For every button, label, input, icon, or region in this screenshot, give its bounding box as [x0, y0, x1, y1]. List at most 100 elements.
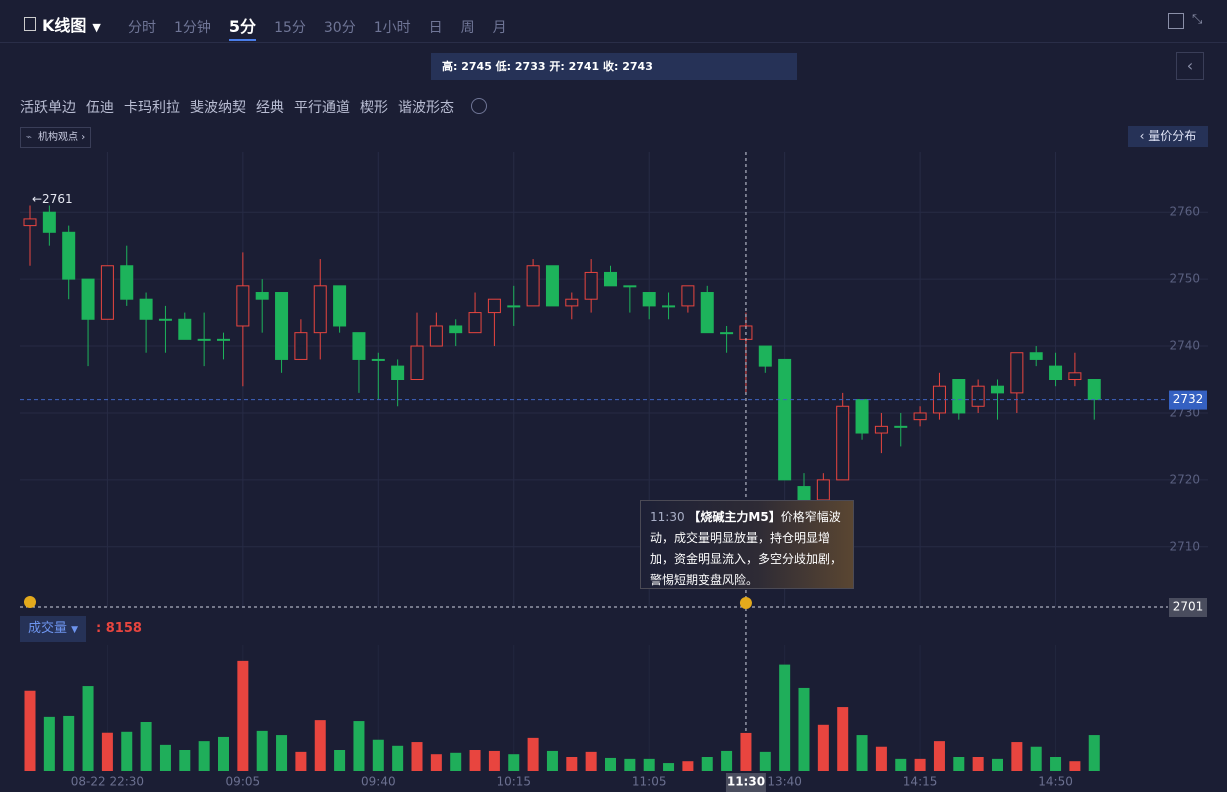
candle-body	[758, 345, 772, 367]
candle-body	[1087, 379, 1101, 401]
views-button[interactable]: ⌁ 机构观点 ›	[20, 127, 92, 148]
tab[interactable]: 5分	[228, 17, 257, 41]
volume-bar	[992, 758, 1003, 771]
tool[interactable]: 楔形	[360, 100, 388, 116]
volume-bar	[121, 731, 133, 771]
candle-body	[178, 318, 192, 340]
tool[interactable]: 斐波纳契	[190, 100, 246, 116]
volume-bar	[430, 754, 442, 771]
candle-body	[952, 379, 966, 414]
candle-body	[371, 358, 385, 361]
tool[interactable]: 卡玛利拉	[124, 100, 180, 116]
tab[interactable]: 日	[428, 20, 443, 36]
tool[interactable]: 伍迪	[86, 100, 114, 116]
layout-icon[interactable]	[1168, 13, 1184, 29]
volume-bar	[353, 721, 365, 771]
volume-bar	[372, 739, 384, 771]
volume-bar	[276, 735, 288, 771]
candle-body	[991, 385, 1004, 394]
tab[interactable]: 15分	[274, 20, 306, 36]
volume-bar	[624, 758, 636, 771]
volume-bar	[1069, 761, 1081, 771]
volume-bar	[256, 730, 268, 771]
last-price-box	[1169, 390, 1207, 410]
tool[interactable]: 活跃单边	[20, 100, 76, 116]
extreme-label: ←2761	[32, 192, 73, 206]
candle-body	[158, 318, 172, 321]
y-tick-label: 2710	[1169, 539, 1200, 553]
volume-bar	[895, 758, 907, 771]
candle-body	[275, 292, 289, 360]
volume-bar	[314, 720, 326, 771]
volume-bar	[198, 741, 210, 771]
candle-body	[778, 358, 792, 481]
volume-bar	[469, 750, 481, 771]
candle-body	[545, 265, 559, 307]
volume-bar	[953, 757, 965, 771]
tab[interactable]: 1分钟	[174, 20, 211, 36]
candle-body	[797, 486, 811, 501]
tab[interactable]: 1小时	[373, 20, 411, 36]
event-icon	[24, 596, 36, 608]
help-icon[interactable]	[471, 98, 487, 114]
last-price-label: 2732	[1173, 392, 1204, 406]
volume-bar	[159, 744, 171, 771]
tool[interactable]: 谐波形态	[398, 100, 454, 116]
candle-body	[217, 338, 230, 341]
x-crosshair-box	[725, 773, 766, 792]
tooltip-tag: 【烧碱主力M5】	[688, 510, 781, 524]
chart-type[interactable]: K线图 ▼	[24, 12, 101, 36]
candle-body	[42, 211, 56, 233]
x-crosshair-label: 11:30	[727, 775, 765, 789]
volume-selector[interactable]: 成交量 ▼	[20, 616, 86, 642]
volume-bar	[682, 761, 694, 771]
volume-bar	[295, 751, 307, 771]
volume-bar	[488, 750, 500, 771]
volume-bar	[933, 741, 945, 771]
candle-body	[913, 412, 927, 421]
volume-bar	[643, 758, 655, 771]
tab[interactable]: 30分	[323, 20, 356, 36]
volume-bar	[101, 732, 113, 771]
volume-bar	[798, 687, 810, 771]
volume-bar	[605, 757, 616, 771]
candle-body	[449, 325, 463, 334]
volume-bar	[411, 742, 423, 771]
tab[interactable]: 周	[460, 20, 475, 36]
tab[interactable]: 分时	[128, 20, 156, 36]
tool[interactable]: 经典	[256, 100, 284, 116]
volume-bar	[740, 732, 752, 771]
volume-bar	[508, 754, 520, 771]
title: K线图	[42, 16, 87, 35]
volume-bar	[1050, 757, 1062, 771]
info-text: 高: 2745 低: 2733 开: 2741 收: 2743	[442, 60, 653, 73]
tool[interactable]: 平行通道	[294, 100, 350, 116]
info-bar: 高: 2745 低: 2733 开: 2741 收: 2743	[431, 53, 797, 80]
candle-body	[352, 332, 366, 360]
x-tick-label: 09:05	[226, 775, 261, 789]
y-tick-label: 2750	[1169, 272, 1200, 286]
volume-bar	[63, 715, 75, 771]
distribution-button[interactable]: ‹ 量价分布	[1128, 126, 1208, 147]
volume-bar	[334, 750, 346, 771]
x-tick-label: 10:15	[496, 775, 531, 789]
tabs: 分时 1分钟 5分 15分 30分 1小时 日 周 月	[128, 13, 525, 41]
tab[interactable]: 月	[492, 20, 507, 36]
back-button[interactable]: ‹	[1176, 52, 1204, 80]
candle-body	[62, 231, 76, 280]
candle-body	[700, 292, 714, 334]
x-tick-label: 13:40	[767, 775, 802, 789]
candle-body	[23, 218, 37, 227]
candle-body	[120, 265, 134, 300]
collapse-icon[interactable]: ⤡	[1192, 12, 1203, 27]
crosshair-y-label: 2701	[1173, 600, 1204, 614]
x-tick-label: 14:15	[903, 775, 938, 789]
candle-body	[313, 285, 327, 334]
volume-bar	[585, 751, 597, 771]
x-tick-label: 14:50	[1038, 775, 1073, 789]
candle-body	[1068, 372, 1082, 381]
candle-body	[565, 298, 579, 307]
y-tick-label: 2720	[1169, 472, 1200, 486]
candle-body	[139, 298, 153, 320]
